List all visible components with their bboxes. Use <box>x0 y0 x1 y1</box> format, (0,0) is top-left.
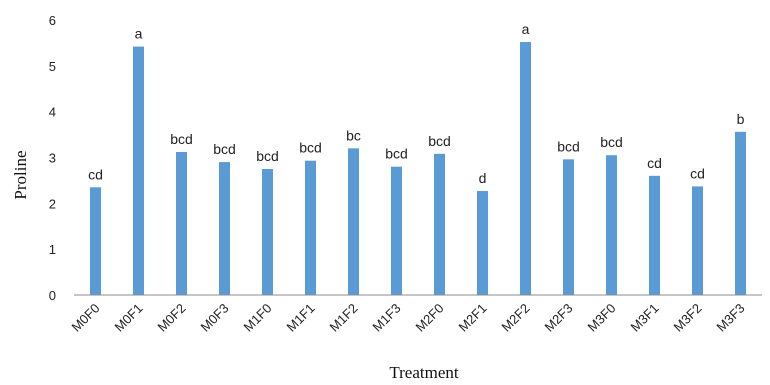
bar-m2f0 <box>434 153 445 295</box>
x-tick-label-m2f1: M2F1 <box>456 301 490 335</box>
data-label-m1f1: bcd <box>299 140 322 156</box>
data-label-m3f1: cd <box>647 155 662 171</box>
bar-m1f3 <box>391 166 402 295</box>
data-label-m0f2: bcd <box>170 131 193 147</box>
x-tick-label-m1f2: M1F2 <box>327 301 361 335</box>
x-tick-label-m3f1: M3F1 <box>628 301 662 335</box>
bar-m1f0 <box>262 168 273 295</box>
data-label-m3f3: b <box>737 111 745 127</box>
y-tick-label: 2 <box>49 196 56 211</box>
data-label-m0f1: a <box>135 26 143 42</box>
data-label-m1f3: bcd <box>385 146 408 162</box>
x-tick-label-m0f3: M0F3 <box>198 301 232 335</box>
data-label-m3f0: bcd <box>600 134 623 150</box>
y-axis-ticks: 0 1 2 3 4 5 6 <box>49 13 56 303</box>
data-label-m2f3: bcd <box>557 138 580 154</box>
y-axis-title: Proline <box>11 150 30 199</box>
x-tick-label-m3f2: M3F2 <box>671 301 705 335</box>
y-tick-label: 3 <box>49 151 56 166</box>
data-label-m0f3: bcd <box>213 141 236 157</box>
y-tick-label: 5 <box>49 59 56 74</box>
bar-m0f3 <box>219 162 230 295</box>
data-label-m1f0: bcd <box>256 148 279 164</box>
data-label-m3f2: cd <box>690 165 705 181</box>
x-tick-label-m0f0: M0F0 <box>69 301 103 335</box>
bar-m3f3 <box>735 131 746 295</box>
x-tick-label-m1f1: M1F1 <box>284 301 318 335</box>
bar-m3f2 <box>692 186 703 296</box>
x-tick-label-m1f0: M1F0 <box>241 301 275 335</box>
x-tick-label-m0f2: M0F2 <box>155 301 189 335</box>
data-labels-group: cd a bcd bcd bcd bcd bc bcd bcd d a bcd bcd cd cd b <box>88 21 745 186</box>
x-tick-label-m3f3: M3F3 <box>714 301 748 335</box>
y-tick-label: 6 <box>49 13 56 28</box>
x-tick-label-m0f1: M0F1 <box>112 301 146 335</box>
bar-m2f3 <box>563 159 574 295</box>
x-axis-title: Treatment <box>389 363 459 382</box>
x-tick-label-m2f3: M2F3 <box>542 301 576 335</box>
x-tick-label-m3f0: M3F0 <box>585 301 619 335</box>
y-tick-label: 0 <box>49 288 56 303</box>
bar-m0f0 <box>90 187 101 295</box>
x-tick-label-m2f0: M2F0 <box>413 301 447 335</box>
bar-m1f1 <box>305 160 316 295</box>
bar-m0f2 <box>176 152 187 295</box>
data-label-m0f0: cd <box>88 166 103 182</box>
y-tick-label: 1 <box>49 242 56 257</box>
bar-m0f1 <box>133 46 144 295</box>
x-tick-label-m1f3: M1F3 <box>370 301 404 335</box>
data-label-m2f1: d <box>479 170 487 186</box>
bar-m3f1 <box>649 175 660 295</box>
bar-m2f1 <box>477 190 488 295</box>
bar-m2f2 <box>520 42 531 295</box>
x-tick-label-m2f2: M2F2 <box>499 301 533 335</box>
x-axis-tick-labels: M0F0 M0F1 M0F2 M0F3 M1F0 M1F1 M1F2 M1F3 M2F0 M2F1… <box>69 301 748 335</box>
bar-m1f2 <box>348 148 359 295</box>
bar-m3f0 <box>606 155 617 295</box>
bars-group <box>90 42 746 296</box>
data-label-m2f0: bcd <box>428 133 451 149</box>
data-label-m1f2: bc <box>346 127 361 143</box>
data-label-m2f2: a <box>522 21 530 37</box>
y-tick-label: 4 <box>49 105 56 120</box>
